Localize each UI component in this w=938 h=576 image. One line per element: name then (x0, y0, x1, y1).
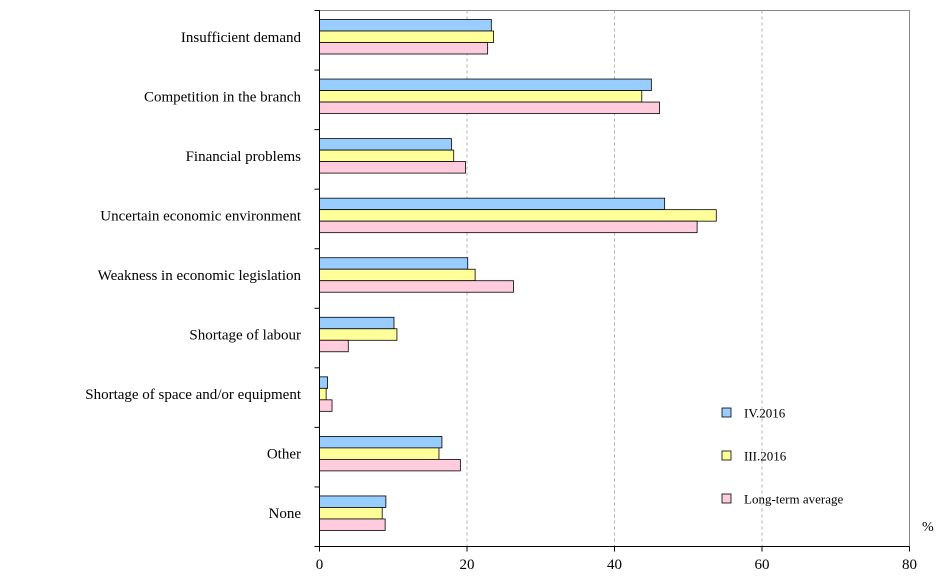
bar (319, 101, 660, 114)
legend-swatch (721, 407, 732, 418)
bar (319, 268, 476, 282)
bar (319, 42, 489, 55)
bar (319, 209, 717, 222)
x-tick-labels: 0 20 40 60 80 (316, 557, 917, 573)
bar (319, 90, 643, 103)
bar (319, 138, 452, 151)
x-tick-label: 60 (755, 557, 770, 573)
bar (319, 339, 349, 353)
x-tick-label: 40 (607, 557, 622, 573)
bar (319, 507, 383, 520)
bar (319, 447, 440, 460)
category-label: Shortage of labour (189, 328, 301, 344)
bar (319, 280, 514, 293)
category-labels: Insufficient demand Competition in the br… (85, 30, 302, 522)
bar (319, 495, 387, 508)
bar (319, 316, 395, 330)
legend-swatch (721, 493, 732, 504)
category-label: Weakness in economic legislation (98, 268, 302, 284)
category-label: None (269, 506, 302, 522)
axes (314, 10, 910, 552)
category-label: Shortage of space and/or equipment (85, 387, 302, 403)
category-label: Financial problems (186, 149, 302, 165)
x-tick-label: 0 (316, 557, 324, 573)
category-label: Other (267, 447, 301, 463)
category-label: Uncertain economic environment (100, 208, 302, 224)
bar (319, 78, 652, 91)
legend-swatch (721, 450, 732, 461)
x-tick-label: 20 (460, 557, 475, 573)
bar (319, 19, 492, 32)
bar (319, 518, 386, 531)
legend-label: III.2016 (744, 449, 787, 464)
bar (319, 149, 455, 163)
bar (319, 387, 327, 401)
bar (319, 328, 398, 341)
category-label: Competition in the branch (144, 89, 302, 105)
bar (319, 458, 461, 472)
bar (319, 220, 698, 234)
legend: IV.2016 III.2016 Long-term average (721, 406, 843, 507)
bar (319, 435, 443, 449)
x-tick-label: 80 (902, 557, 917, 573)
legend-label: Long-term average (744, 492, 843, 507)
bar (319, 161, 466, 174)
bar (319, 197, 666, 211)
category-label: Insufficient demand (181, 30, 302, 46)
bar (319, 376, 329, 389)
bar (319, 257, 469, 270)
x-unit-label: % (922, 520, 934, 535)
bar (319, 30, 494, 43)
legend-label: IV.2016 (744, 406, 786, 421)
bar (319, 399, 333, 412)
gridlines (466, 10, 763, 547)
